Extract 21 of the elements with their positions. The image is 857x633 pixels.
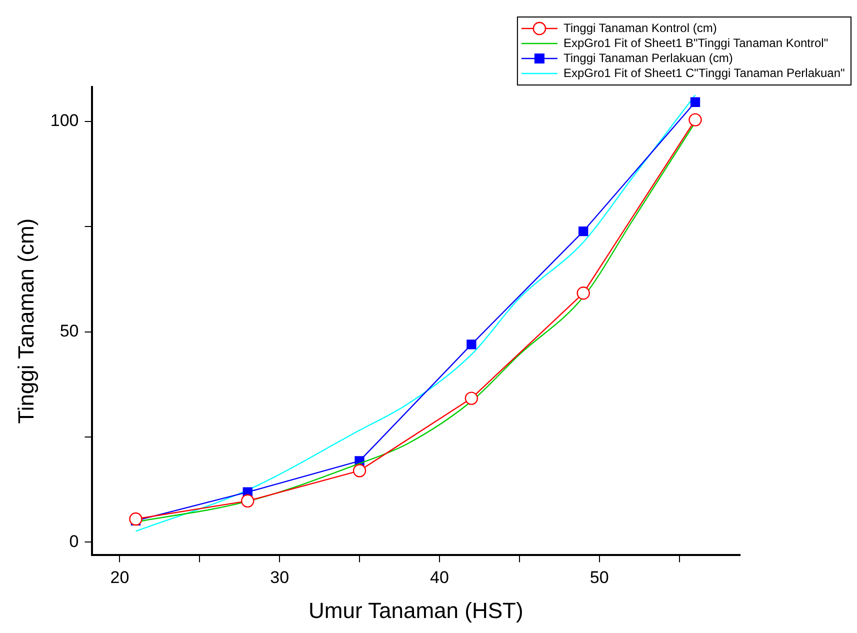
point (241, 494, 254, 508)
x-tick-label: 40 (430, 568, 449, 588)
point (464, 392, 478, 405)
legend-label: ExpGro1 Fit of Sheet1 B"Tinggi Tanaman Kontrol" (563, 36, 828, 50)
x-tick-label: 50 (590, 568, 609, 588)
y-axis-title: Tinggi Tanaman (cm) (13, 218, 38, 424)
legend-label: Tinggi Tanaman Kontrol (cm) (563, 20, 717, 35)
x-tick-label: 20 (110, 568, 130, 588)
y-tick-label: 50 (60, 322, 79, 341)
point (690, 97, 700, 107)
legend-label: ExpGro1 Fit of Sheet1 C"Tinggi Tanaman Perlakuan" (563, 66, 845, 80)
point (576, 286, 590, 300)
point (352, 464, 366, 478)
y-tick-label: 100 (50, 111, 79, 130)
point (578, 226, 588, 236)
point (466, 340, 476, 350)
x-tick-label: 30 (270, 568, 290, 588)
y-tick-label: 0 (69, 532, 79, 551)
point (129, 512, 142, 526)
legend-label: Tinggi Tanaman Perlakuan (cm) (563, 50, 733, 65)
x-axis-title: Umur Tanaman (HST) (308, 598, 524, 623)
